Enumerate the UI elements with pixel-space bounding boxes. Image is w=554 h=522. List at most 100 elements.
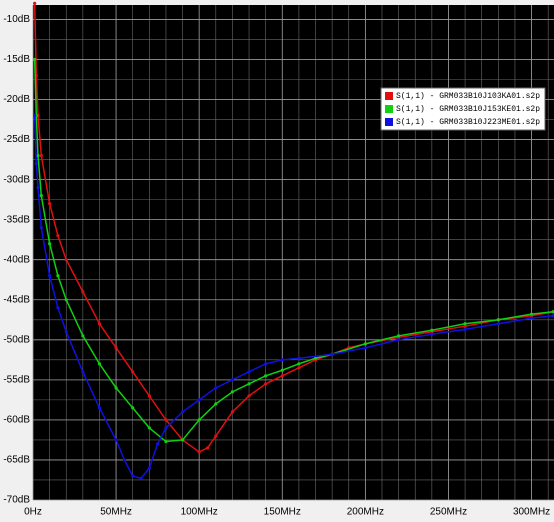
y-tick-label: -35dB <box>3 214 30 225</box>
point-marker <box>147 426 151 430</box>
series-line <box>33 115 554 480</box>
y-tick-label: -15dB <box>3 54 30 65</box>
legend-label: S(1,1) - GRM033B10J153KE01.s2p <box>396 105 540 114</box>
point-marker <box>56 274 60 278</box>
point-marker <box>147 466 151 470</box>
point-marker <box>131 370 135 374</box>
point-marker <box>147 394 151 398</box>
y-tick-label: -50dB <box>3 334 30 345</box>
point-marker <box>131 474 135 478</box>
legend-swatch <box>385 105 393 113</box>
point-marker <box>56 234 60 238</box>
point-marker <box>164 439 168 444</box>
point-marker <box>463 327 467 331</box>
legend: S(1,1) - GRM033B10J103KA01.s2p S(1,1) - G… <box>380 87 546 131</box>
series-line <box>33 59 554 443</box>
point-marker <box>397 338 401 342</box>
point-marker <box>197 398 201 402</box>
x-tick-label: 50MHz <box>100 507 132 518</box>
point-marker <box>297 366 301 370</box>
point-marker <box>64 298 68 302</box>
point-marker <box>122 458 127 462</box>
legend-swatch <box>385 92 393 100</box>
point-marker <box>48 274 52 278</box>
point-marker <box>247 382 251 386</box>
point-marker <box>280 368 284 372</box>
point-marker <box>280 374 284 378</box>
point-marker <box>56 306 60 310</box>
point-marker <box>114 438 118 442</box>
point-marker <box>39 194 43 198</box>
legend-label: S(1,1) - GRM033B10J103KA01.s2p <box>396 92 540 101</box>
x-tick-label: 300MHz <box>513 507 550 518</box>
y-tick-label: -65dB <box>3 455 30 466</box>
point-marker <box>180 410 185 414</box>
point-marker <box>97 406 102 410</box>
point-marker <box>496 318 500 322</box>
point-marker <box>156 442 160 446</box>
point-marker <box>264 362 268 366</box>
x-tick-label: 150MHz <box>264 507 301 518</box>
legend-label: S(1,1) - GRM033B10J223ME01.s2p <box>396 118 540 127</box>
point-marker <box>164 426 168 430</box>
y-tick-label: -60dB <box>3 415 30 426</box>
legend-box <box>380 87 546 131</box>
point-marker <box>297 362 301 366</box>
point-marker <box>48 242 52 246</box>
point-marker <box>197 418 201 422</box>
legend-swatch <box>385 118 393 126</box>
point-marker <box>131 406 135 410</box>
x-tick-label: 250MHz <box>430 507 467 518</box>
point-marker <box>214 402 218 406</box>
point-marker <box>97 362 102 366</box>
y-tick-label: -70dB <box>3 495 30 506</box>
x-tick-label: 100MHz <box>181 507 218 518</box>
point-marker <box>496 322 500 326</box>
point-marker <box>313 356 318 360</box>
point-marker <box>430 328 434 332</box>
point-marker <box>551 310 554 314</box>
point-marker <box>139 476 143 480</box>
point-marker <box>214 434 218 438</box>
point-marker <box>330 352 334 356</box>
point-marker <box>529 316 534 320</box>
point-marker <box>33 1 37 5</box>
point-marker <box>39 153 43 158</box>
point-marker <box>48 202 52 206</box>
point-marker <box>230 410 235 414</box>
y-tick-label: -10dB <box>3 14 30 25</box>
point-marker <box>214 386 218 390</box>
point-marker <box>264 382 268 386</box>
y-tick-label: -40dB <box>3 254 30 265</box>
point-marker <box>205 446 210 450</box>
point-marker <box>180 438 185 442</box>
point-marker <box>114 386 118 390</box>
point-marker <box>430 332 434 336</box>
point-marker <box>247 370 251 374</box>
point-marker <box>81 370 85 374</box>
point-marker <box>264 374 268 378</box>
point-marker <box>297 356 301 360</box>
point-marker <box>463 322 467 326</box>
point-marker <box>34 161 38 166</box>
point-marker <box>551 314 554 318</box>
point-marker <box>36 186 40 190</box>
series-line <box>33 3 554 453</box>
y-tick-label: -30dB <box>3 174 30 185</box>
point-marker <box>81 334 85 338</box>
x-tick-label: 0Hz <box>24 507 42 518</box>
point-marker <box>81 290 85 294</box>
point-marker <box>33 57 37 62</box>
point-marker <box>64 258 68 262</box>
point-marker <box>363 346 367 350</box>
x-tick-label: 200MHz <box>347 507 384 518</box>
point-marker <box>33 113 37 118</box>
legend-items: S(1,1) - GRM033B10J103KA01.s2p S(1,1) - G… <box>385 92 540 127</box>
point-marker <box>39 226 43 230</box>
point-marker <box>529 312 534 316</box>
point-marker <box>230 390 235 394</box>
y-tick-label: -55dB <box>3 374 30 385</box>
point-marker <box>363 342 367 346</box>
point-marker <box>164 418 168 422</box>
